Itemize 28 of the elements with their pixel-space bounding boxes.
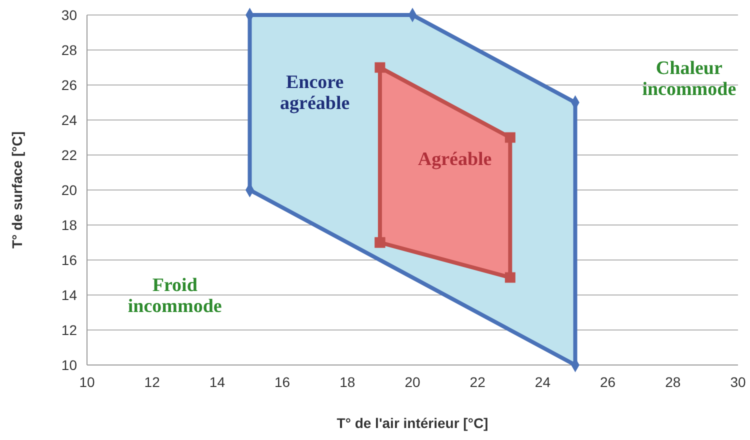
x-tick-label: 14 (209, 374, 226, 390)
y-axis-title: T° de surface [°C] (9, 132, 25, 248)
x-tick-label: 18 (340, 374, 356, 390)
y-tick-label: 14 (61, 286, 78, 303)
annotation: Encore agréable (280, 72, 350, 114)
annotation: Agréable (418, 149, 492, 170)
y-tick-label: 26 (61, 76, 78, 93)
y-tick-label: 28 (61, 42, 78, 58)
x-tick-label: 22 (470, 374, 486, 390)
y-tick-label: 12 (61, 322, 78, 338)
x-axis-title: T° de l'air intérieur [°C] (336, 415, 488, 431)
x-tick-label: 28 (665, 374, 681, 390)
x-tick-label: 20 (404, 374, 420, 390)
x-tick-label: 10 (79, 374, 95, 390)
x-tick-label: 16 (274, 374, 290, 390)
y-tick-label: 18 (61, 216, 78, 233)
annotation: Chaleur incommode (642, 58, 736, 100)
x-tick-label: 26 (600, 374, 616, 390)
annotation: Froid incommode (128, 275, 222, 318)
y-tick-label: 22 (61, 146, 78, 163)
x-tick-label: 24 (534, 374, 551, 390)
y-tick-label: 16 (61, 252, 78, 268)
y-tick-label: 20 (61, 182, 78, 198)
y-tick-label: 24 (61, 112, 78, 128)
x-tick-label: 12 (144, 374, 160, 390)
x-tick-label: 30 (730, 374, 746, 390)
y-tick-label: 10 (61, 356, 78, 373)
y-tick-label: 30 (61, 6, 78, 23)
